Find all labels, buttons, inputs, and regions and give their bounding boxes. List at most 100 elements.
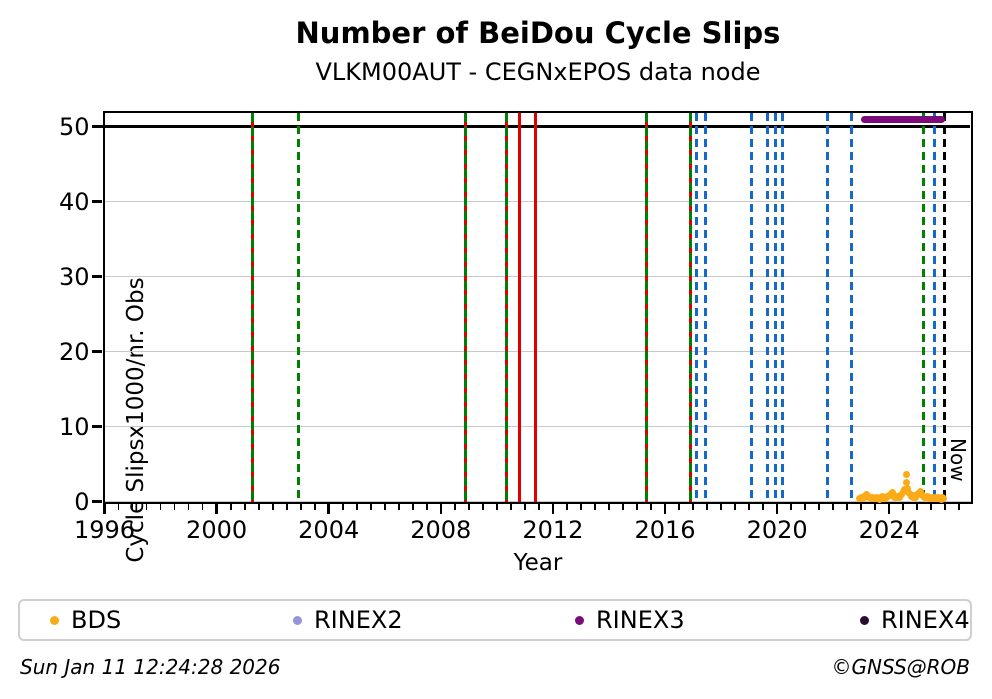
x-tick-label: 2016 [634, 515, 696, 544]
x-minor-tick [944, 504, 947, 510]
x-minor-tick [902, 504, 905, 510]
legend-marker-bds-icon [50, 615, 59, 625]
legend-label: RINEX3 [596, 606, 685, 634]
x-minor-tick [509, 504, 512, 510]
y-tick [92, 350, 102, 353]
x-minor-tick [916, 504, 919, 510]
y-tick [92, 200, 102, 203]
x-minor-tick [187, 504, 190, 510]
y-tick-label: 30 [58, 262, 90, 291]
x-minor-tick [159, 504, 162, 510]
x-minor-tick [958, 504, 961, 510]
x-minor-tick [467, 504, 470, 510]
x-major-tick [887, 504, 891, 514]
x-tick-label: 2008 [410, 515, 472, 544]
x-major-tick [775, 504, 779, 514]
x-minor-tick [734, 504, 736, 510]
event-line [921, 112, 925, 502]
x-minor-tick [874, 504, 877, 510]
y-tick-label: 0 [74, 487, 90, 516]
x-minor-tick [930, 504, 933, 510]
data-point-bds [940, 495, 948, 502]
legend-item-rinex3: RINEX3 [575, 601, 685, 639]
event-line [749, 112, 753, 502]
event-line [703, 112, 707, 502]
x-minor-tick [201, 504, 204, 510]
x-minor-tick [299, 504, 302, 510]
event-line [780, 112, 784, 502]
x-minor-tick [636, 504, 638, 510]
x-minor-tick [580, 504, 582, 510]
event-line [850, 112, 854, 502]
legend-label: BDS [71, 606, 122, 634]
x-major-tick [327, 504, 330, 514]
event-line [533, 112, 537, 502]
x-minor-tick [748, 504, 750, 510]
data-point-bds [903, 471, 911, 479]
event-line [943, 112, 947, 502]
x-minor-tick [173, 504, 176, 510]
data-point-bds [903, 484, 911, 492]
event-line [689, 112, 693, 502]
x-minor-tick [243, 504, 246, 510]
y-gridline [104, 275, 971, 278]
y-tick-label: 20 [58, 337, 90, 366]
y-gridline [104, 200, 971, 203]
x-minor-tick [397, 504, 400, 510]
event-line [463, 112, 467, 502]
x-major-tick [663, 504, 667, 514]
legend: BDS RINEX2 RINEX3 RINEX4 [18, 599, 972, 641]
plot-timestamp: Sun Jan 11 12:24:28 2026 [20, 655, 281, 679]
x-minor-tick [271, 504, 274, 510]
y-tick [92, 425, 102, 428]
x-major-tick [103, 504, 106, 514]
credit-label: ©GNSS@ROB [831, 655, 971, 679]
y-tick-label: 50 [58, 112, 90, 141]
x-minor-tick [453, 504, 456, 510]
y-gridline [104, 350, 971, 353]
legend-label: RINEX4 [881, 606, 970, 634]
legend-marker-rinex3-icon [575, 615, 584, 625]
event-line [644, 112, 648, 502]
x-minor-tick [608, 504, 610, 510]
event-line [250, 112, 254, 502]
x-minor-tick [622, 504, 624, 510]
data-point-bds [902, 479, 910, 487]
event-line [296, 112, 300, 502]
series-line-rinex3 [861, 115, 945, 123]
x-minor-tick [594, 504, 596, 510]
event-line [825, 112, 829, 502]
chart-title: Number of BeiDou Cycle Slips [295, 16, 781, 50]
x-minor-tick [706, 504, 708, 510]
x-minor-tick [481, 504, 484, 510]
legend-marker-rinex2-icon [293, 615, 302, 625]
x-minor-tick [720, 504, 722, 510]
event-line [765, 112, 769, 502]
x-axis-label: Year [513, 550, 563, 576]
y-tick-label: 40 [58, 187, 90, 216]
legend-item-bds: BDS [50, 601, 121, 639]
y-gridline [104, 425, 971, 428]
x-minor-tick [650, 504, 652, 510]
now-annotation: Now [945, 437, 970, 482]
x-minor-tick [692, 504, 694, 510]
x-tick-label: 2004 [298, 515, 360, 544]
x-minor-tick [832, 504, 835, 510]
event-line [773, 112, 777, 502]
y-tick [92, 500, 102, 503]
x-minor-tick [411, 504, 414, 510]
x-minor-tick [762, 504, 764, 510]
legend-item-rinex2: RINEX2 [293, 601, 403, 639]
x-minor-tick [538, 504, 540, 510]
x-minor-tick [131, 504, 134, 510]
y-gridline [104, 500, 971, 503]
chart-subtitle: VLKM00AUT - CEGNxEPOS data node [315, 58, 761, 86]
x-minor-tick [523, 504, 526, 510]
x-major-tick [215, 504, 218, 514]
x-tick-label: 2024 [858, 515, 920, 544]
x-minor-tick [117, 504, 120, 510]
event-line [517, 112, 521, 502]
x-minor-tick [257, 504, 260, 510]
x-minor-tick [285, 504, 288, 510]
x-minor-tick [229, 504, 232, 510]
